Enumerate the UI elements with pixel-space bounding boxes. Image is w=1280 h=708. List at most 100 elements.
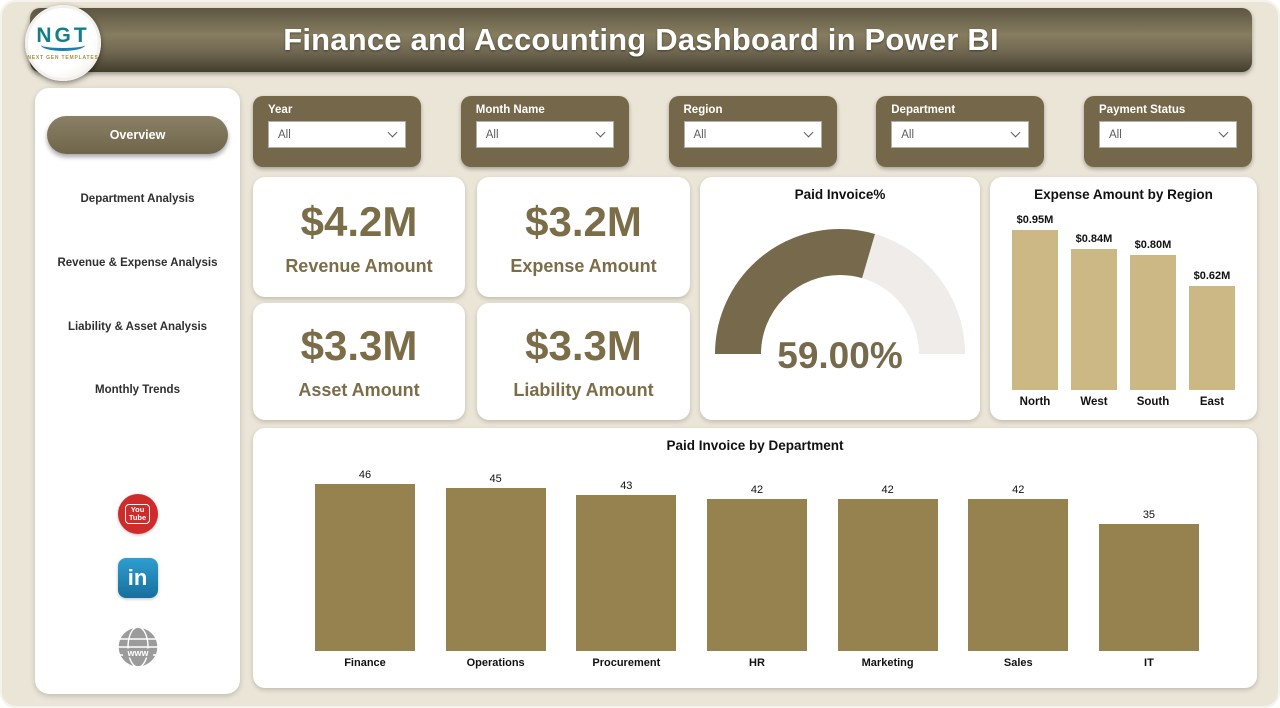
bar-east[interactable] bbox=[1189, 285, 1235, 390]
chevron-down-icon bbox=[803, 127, 813, 138]
bar-value-label: $0.80M bbox=[1134, 239, 1172, 252]
bar-column-sales: 42 Sales bbox=[968, 457, 1069, 669]
filter-row: Year All Month Name All Region All Depar… bbox=[253, 96, 1252, 167]
header: Finance and Accounting Dashboard in Powe… bbox=[30, 8, 1252, 72]
bar-category-label: East bbox=[1199, 396, 1225, 408]
globe-www-icon[interactable]: www bbox=[116, 626, 159, 668]
region-chart-title: Expense Amount by Region bbox=[1034, 187, 1213, 202]
social-website[interactable]: www bbox=[35, 626, 240, 668]
bar-marketing[interactable] bbox=[837, 498, 938, 651]
youtube-icon[interactable]: You Tube bbox=[117, 494, 158, 534]
gauge-paid-invoice-card: Paid Invoice% 59.00% bbox=[700, 177, 980, 420]
kpi-expense-amount: $3.2M Expense Amount bbox=[477, 177, 690, 297]
logo-swoosh-icon bbox=[41, 44, 85, 51]
filter-payment-status: Payment Status All bbox=[1084, 96, 1252, 167]
kpi-revenue-amount: $4.2M Revenue Amount bbox=[253, 177, 465, 297]
kpi-asset-label: Asset Amount bbox=[298, 380, 420, 400]
bar-value-label: $0.84M bbox=[1075, 232, 1113, 245]
kpi-expense-value: $3.2M bbox=[525, 197, 642, 245]
filter-payment-status-value: All bbox=[1109, 128, 1122, 141]
bar-category-label: Operations bbox=[466, 657, 525, 669]
bar-category-label: IT bbox=[1144, 657, 1154, 669]
bar-column-east: $0.62M East bbox=[1189, 208, 1235, 408]
filter-region-value: All bbox=[693, 128, 707, 141]
sidebar-item-overview[interactable]: Overview bbox=[47, 116, 228, 154]
linkedin-icon[interactable]: in bbox=[117, 558, 158, 598]
gauge-value-label: 59.00% bbox=[777, 335, 903, 376]
bar-value-label: $0.62M bbox=[1193, 269, 1231, 282]
sidebar-item-monthly-trends[interactable]: Monthly Trends bbox=[95, 384, 180, 396]
bar-finance[interactable] bbox=[315, 484, 415, 651]
bar-hr[interactable] bbox=[706, 498, 807, 651]
filter-year-value: All bbox=[278, 128, 291, 141]
bar-value-label: 45 bbox=[489, 472, 502, 485]
bar-west[interactable] bbox=[1071, 248, 1117, 390]
bar-it[interactable] bbox=[1098, 523, 1199, 651]
sidebar-item-department-analysis[interactable]: Department Analysis bbox=[80, 193, 195, 205]
page-title: Finance and Accounting Dashboard in Powe… bbox=[283, 22, 999, 57]
bar-column-hr: 42 HR bbox=[706, 457, 807, 669]
bar-value-label: 43 bbox=[620, 479, 633, 492]
kpi-revenue-label: Revenue Amount bbox=[285, 255, 433, 276]
bar-value-label: 42 bbox=[1012, 483, 1025, 496]
filter-department-dropdown[interactable]: All bbox=[891, 121, 1030, 148]
bar-column-operations: 45 Operations bbox=[445, 457, 546, 669]
kpi-liability-label: Liability Amount bbox=[513, 380, 654, 400]
bar-category-label: West bbox=[1080, 396, 1108, 408]
bar-sales[interactable] bbox=[968, 498, 1069, 651]
kpi-expense-label: Expense Amount bbox=[510, 255, 657, 276]
sidebar-item-revenue-expense-analysis[interactable]: Revenue & Expense Analysis bbox=[57, 257, 218, 269]
filter-year-label: Year bbox=[268, 104, 293, 116]
filter-month-name-dropdown[interactable]: All bbox=[475, 121, 614, 148]
chevron-down-icon bbox=[595, 127, 606, 138]
social-youtube[interactable]: You Tube bbox=[35, 494, 240, 534]
gauge-chart[interactable] bbox=[710, 224, 970, 374]
bar-column-north: $0.95M North bbox=[1012, 208, 1058, 408]
bar-value-label: 42 bbox=[750, 483, 764, 496]
bar-category-label: North bbox=[1019, 396, 1051, 408]
filter-department-label: Department bbox=[891, 104, 956, 116]
bar-value-label: 42 bbox=[881, 483, 894, 496]
filter-region-dropdown[interactable]: All bbox=[683, 121, 822, 148]
filter-year: Year All bbox=[253, 96, 421, 167]
svg-text:www: www bbox=[126, 648, 149, 658]
filter-department: Department All bbox=[876, 96, 1045, 167]
bar-value-label: 35 bbox=[1142, 508, 1156, 521]
department-bar-chart-card: Paid Invoice by Department 46 Finance 45 Op… bbox=[253, 428, 1257, 688]
filter-year-dropdown[interactable]: All bbox=[268, 121, 406, 148]
bar-procurement[interactable] bbox=[576, 494, 677, 651]
bar-category-label: South bbox=[1136, 396, 1170, 408]
department-chart-plot: 46 Finance 45 Operations 43 Procurement 42 HR 42… bbox=[253, 457, 1257, 669]
bar-category-label: HR bbox=[749, 657, 765, 669]
kpi-liability-amount: $3.3M Liability Amount bbox=[477, 303, 690, 420]
bar-operations[interactable] bbox=[445, 487, 546, 651]
filter-month-name-label: Month Name bbox=[475, 104, 545, 116]
chevron-down-icon bbox=[1010, 127, 1021, 138]
kpi-revenue-value: $4.2M bbox=[300, 197, 418, 245]
department-chart-title: Paid Invoice by Department bbox=[666, 438, 844, 453]
region-chart-plot: $0.95M North $0.84M West $0.80M South $0.62M Ea… bbox=[990, 208, 1257, 408]
filter-department-value: All bbox=[901, 128, 915, 141]
bar-column-west: $0.84M West bbox=[1071, 208, 1117, 408]
bar-category-label: Sales bbox=[1003, 657, 1033, 669]
region-bar-chart-card: Expense Amount by Region $0.95M North $0.8… bbox=[990, 177, 1257, 420]
ngt-logo: NGT NEXT GEN TEMPLATES bbox=[25, 5, 101, 81]
bar-column-south: $0.80M South bbox=[1130, 208, 1176, 408]
chevron-down-icon bbox=[387, 127, 398, 138]
filter-month-name-value: All bbox=[485, 128, 499, 141]
filter-payment-status-dropdown[interactable]: All bbox=[1099, 121, 1237, 148]
bar-value-label: $0.95M bbox=[1016, 214, 1054, 226]
social-linkedin[interactable]: in bbox=[35, 558, 240, 598]
filter-month-name: Month Name All bbox=[460, 96, 629, 167]
sidebar: Overview Department Analysis Revenue & E… bbox=[35, 88, 240, 694]
gauge-title: Paid Invoice% bbox=[794, 187, 886, 202]
bar-column-procurement: 43 Procurement bbox=[576, 457, 677, 669]
bar-column-marketing: 42 Marketing bbox=[837, 457, 938, 669]
kpi-asset-value: $3.3M bbox=[300, 322, 418, 369]
sidebar-item-liability-asset-analysis[interactable]: Liability & Asset Analysis bbox=[67, 321, 208, 333]
chevron-down-icon bbox=[1218, 127, 1229, 138]
bar-south[interactable] bbox=[1130, 255, 1176, 390]
bar-north[interactable] bbox=[1012, 230, 1058, 390]
bar-category-label: Marketing bbox=[861, 657, 914, 669]
